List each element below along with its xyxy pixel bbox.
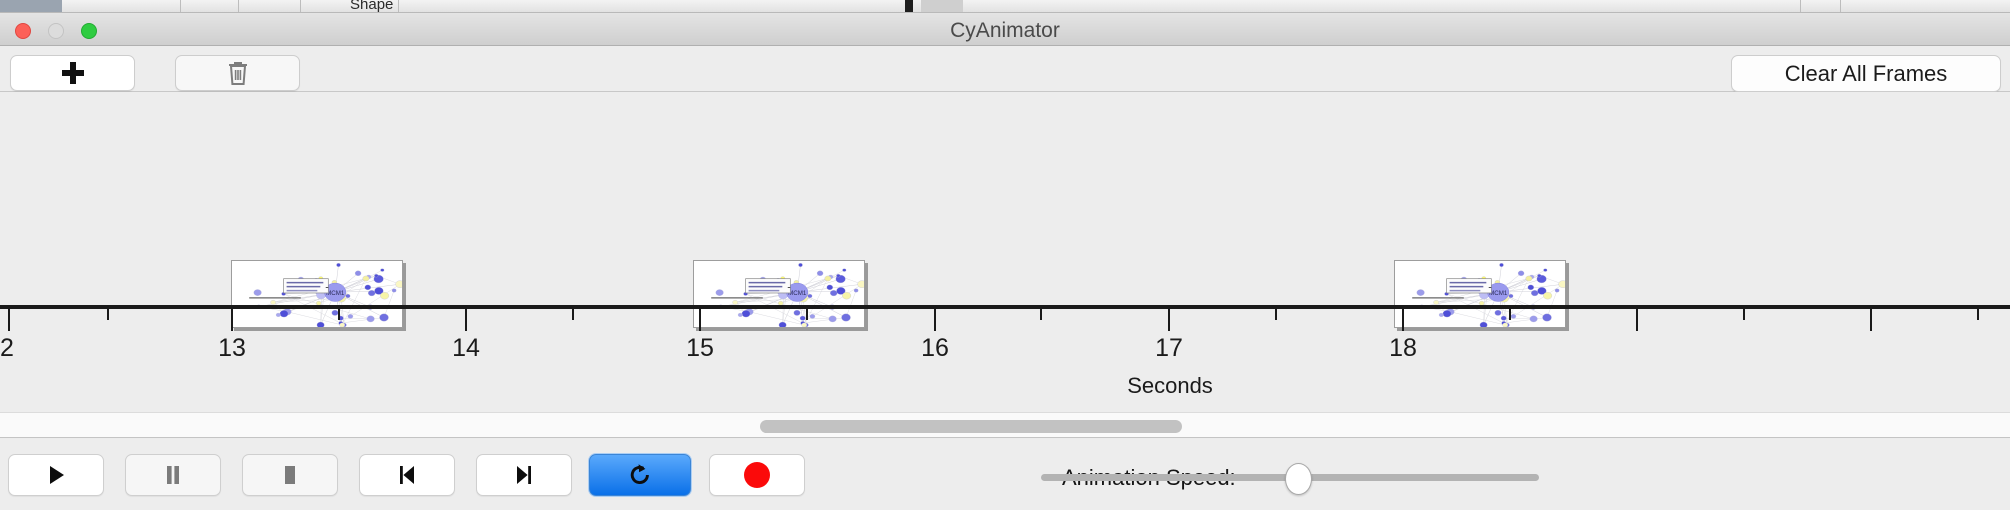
record-icon	[744, 462, 770, 488]
animation-speed-slider-thumb[interactable]	[1285, 463, 1312, 495]
axis-tick-label: 14	[452, 334, 480, 362]
svg-text:MCM1: MCM1	[1489, 290, 1508, 297]
axis-tick-label: 15	[686, 334, 714, 362]
pause-button[interactable]	[125, 454, 221, 496]
add-frame-button[interactable]	[10, 55, 135, 91]
axis-tick	[934, 309, 936, 331]
axis-tick	[572, 309, 574, 320]
background-block-1	[921, 0, 963, 12]
record-icon	[744, 462, 770, 488]
timeline-scrollbar-thumb[interactable]	[760, 420, 1182, 433]
window-titlebar: CyAnimator	[0, 13, 2010, 46]
axis-tick-label: 16	[921, 334, 949, 362]
stop-button[interactable]	[242, 454, 338, 496]
maximize-button[interactable]	[81, 23, 97, 39]
axis-tick	[806, 309, 808, 320]
svg-text:MCM1: MCM1	[326, 290, 345, 297]
loop-icon	[626, 461, 654, 489]
loop-button[interactable]	[589, 454, 691, 496]
background-window-label: Shape	[350, 0, 394, 13]
axis-tick	[1977, 309, 1979, 320]
trash-icon	[228, 62, 247, 85]
axis-title: Seconds	[1127, 373, 1213, 398]
skip-back-icon	[394, 462, 420, 488]
background-divider-2	[238, 0, 239, 12]
background-window-selection	[0, 0, 62, 12]
axis-tick	[1509, 309, 1511, 320]
svg-text:MCM1: MCM1	[788, 290, 807, 297]
axis-tick	[1636, 309, 1638, 331]
timeline-panel[interactable]: MCM1 MCM1 MCM1 2 13 14 15 16 17 18 Seconds	[0, 92, 2010, 412]
background-divider-6	[1840, 0, 1841, 12]
window-title: CyAnimator	[950, 19, 1060, 42]
background-window-strip: Shape	[0, 0, 2010, 13]
timeline-scrollbar[interactable]	[0, 412, 2010, 438]
background-divider-5	[1800, 0, 1801, 12]
background-divider-3	[300, 0, 301, 12]
axis-tick	[465, 309, 467, 331]
record-button[interactable]	[709, 454, 805, 496]
playback-controls-bar: Animation Speed:	[0, 439, 2010, 510]
axis-tick	[1743, 309, 1745, 320]
axis-tick	[8, 309, 10, 331]
frame-thumbnail-1[interactable]: MCM1	[231, 260, 403, 328]
timeline-axis	[0, 305, 2010, 309]
clear-all-frames-button[interactable]: Clear All Frames	[1731, 55, 2001, 92]
frames-track[interactable]: MCM1 MCM1 MCM1	[0, 92, 2010, 328]
background-divider-4	[398, 0, 399, 12]
axis-tick-label: 18	[1389, 334, 1417, 362]
axis-tick	[699, 309, 701, 331]
axis-tick	[231, 309, 233, 331]
play-icon	[43, 462, 69, 488]
plus-icon	[61, 61, 85, 85]
axis-tick-label: 17	[1155, 334, 1183, 362]
frame-thumbnail-2[interactable]: MCM1	[693, 260, 865, 328]
background-marker	[905, 0, 913, 12]
minimize-button[interactable]	[48, 23, 64, 39]
axis-tick-label: 2	[0, 334, 14, 362]
frame-thumbnail-3[interactable]: MCM1	[1394, 260, 1566, 328]
skip-back-button[interactable]	[359, 454, 455, 496]
axis-tick	[1870, 309, 1872, 331]
axis-tick	[1168, 309, 1170, 331]
background-divider-1	[180, 0, 181, 12]
frame-toolbar: Clear All Frames	[0, 46, 2010, 92]
delete-frame-button[interactable]	[175, 55, 300, 91]
axis-tick	[1275, 309, 1277, 320]
axis-tick	[338, 309, 340, 320]
axis-tick	[1040, 309, 1042, 320]
pause-icon	[160, 462, 186, 488]
skip-forward-icon	[511, 462, 537, 488]
play-button[interactable]	[8, 454, 104, 496]
axis-tick	[107, 309, 109, 320]
axis-tick	[1402, 309, 1404, 331]
axis-tick-label: 13	[218, 334, 246, 362]
close-button[interactable]	[15, 23, 31, 39]
skip-fwd-button[interactable]	[476, 454, 572, 496]
clear-all-frames-label: Clear All Frames	[1784, 60, 1948, 86]
stop-icon	[277, 462, 303, 488]
